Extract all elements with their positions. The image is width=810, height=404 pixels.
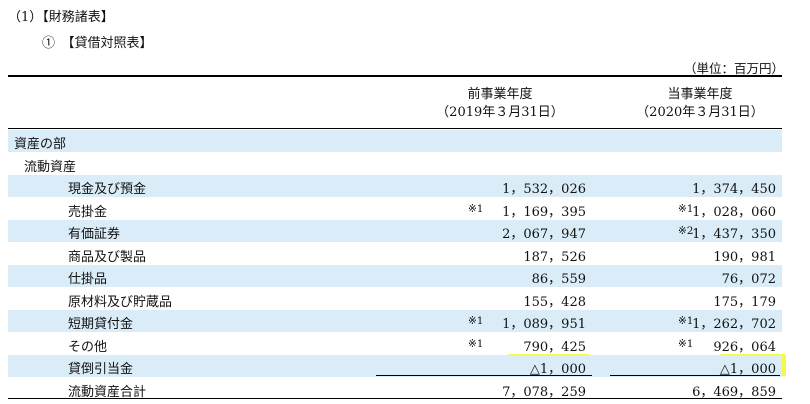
table-top-rule (8, 75, 782, 77)
row-label: 流動資産合計 (68, 384, 147, 400)
value-previous: △1，000 (529, 362, 586, 377)
row-label: 商品及び製品 (68, 249, 147, 265)
table-row: 商品及び製品 187，526 190，981 (8, 243, 782, 265)
note-previous: ※1 (468, 337, 484, 350)
value-current: 1，437，350 (692, 227, 776, 242)
row-label: 貸倒引当金 (68, 362, 134, 377)
value-previous: 1，532，026 (502, 182, 586, 197)
row-label: 資産の部 (14, 137, 67, 152)
column-header-current-year: 当事業年度 （2020年３月31日） (605, 86, 795, 122)
value-current: 1，028，060 (692, 204, 776, 220)
table-row: 有価証券 2，067，947 ※2 1，437，350 (8, 220, 782, 242)
previous-year-date: （2019年３月31日） (436, 105, 564, 120)
value-current: 1，374，450 (692, 182, 776, 197)
value-previous: 187，526 (523, 249, 586, 265)
value-previous: 86，559 (531, 272, 586, 287)
row-label: 原材料及び貯蔵品 (68, 294, 173, 310)
unit-label: （単位：百万円） (683, 61, 784, 76)
table-row: 原材料及び貯蔵品 155，428 175，179 (8, 288, 782, 310)
current-year-date: （2020年３月31日） (636, 105, 764, 120)
row-label: 仕掛品 (68, 272, 108, 287)
table-row: 現金及び預金 1，532，026 1，374，450 (8, 175, 782, 197)
value-current: 1，262，702 (692, 317, 776, 332)
table-row: 資産の部 (8, 130, 782, 152)
row-label: 現金及び預金 (68, 182, 147, 197)
note-current: ※1 (678, 315, 694, 327)
value-previous: 7，078，259 (502, 384, 586, 400)
value-previous: 1，169，395 (502, 204, 586, 220)
subtotal-rule-current (610, 375, 780, 376)
row-label: 流動資産 (24, 159, 77, 175)
table-row: その他 ※1 790，425 ※1 926，064 (8, 333, 782, 355)
subsection-heading: ① 【貸借対照表】 (42, 36, 153, 51)
header-bottom-rule (8, 128, 782, 129)
note-current: ※1 (678, 337, 694, 350)
value-current: 190，981 (713, 249, 776, 265)
subtotal-rule-previous (376, 375, 592, 376)
table-row: 流動資産合計 7，078，259 6，469，859 (8, 378, 782, 400)
value-current: 6，469，859 (692, 384, 776, 400)
value-previous: 155，428 (523, 294, 586, 310)
value-current: 76，072 (721, 272, 776, 287)
note-current: ※1 (678, 202, 694, 215)
section-heading: （1）【財務諸表】 (8, 10, 114, 25)
row-label: 有価証券 (68, 227, 121, 242)
table-row: 流動資産 (8, 153, 782, 175)
previous-year-title: 前事業年度 (467, 87, 533, 102)
note-previous: ※1 (468, 202, 484, 215)
row-label: 短期貸付金 (68, 317, 134, 332)
note-previous: ※1 (468, 315, 484, 327)
value-previous: 1，089，951 (502, 317, 586, 332)
value-previous: 790，425 (523, 339, 586, 355)
table-continues-rule (8, 398, 782, 399)
table-row: 貸倒引当金 △1，000 △1，000 (8, 355, 782, 377)
table-row: 仕掛品 86，559 76，072 (8, 265, 782, 287)
note-current: ※2 (678, 225, 694, 237)
table-row: 短期貸付金 ※1 1，089，951 ※1 1，262，702 (8, 310, 782, 332)
table-row: 売掛金 ※1 1，169，395 ※1 1，028，060 (8, 198, 782, 220)
value-current: 926，064 (713, 339, 776, 355)
current-year-title: 当事業年度 (667, 87, 733, 102)
row-label: その他 (68, 339, 108, 355)
value-current: △1，000 (719, 362, 776, 377)
value-previous: 2，067，947 (502, 227, 586, 242)
row-label: 売掛金 (68, 204, 108, 220)
column-header-previous-year: 前事業年度 （2019年３月31日） (405, 86, 595, 122)
value-current: 175，179 (713, 294, 776, 310)
